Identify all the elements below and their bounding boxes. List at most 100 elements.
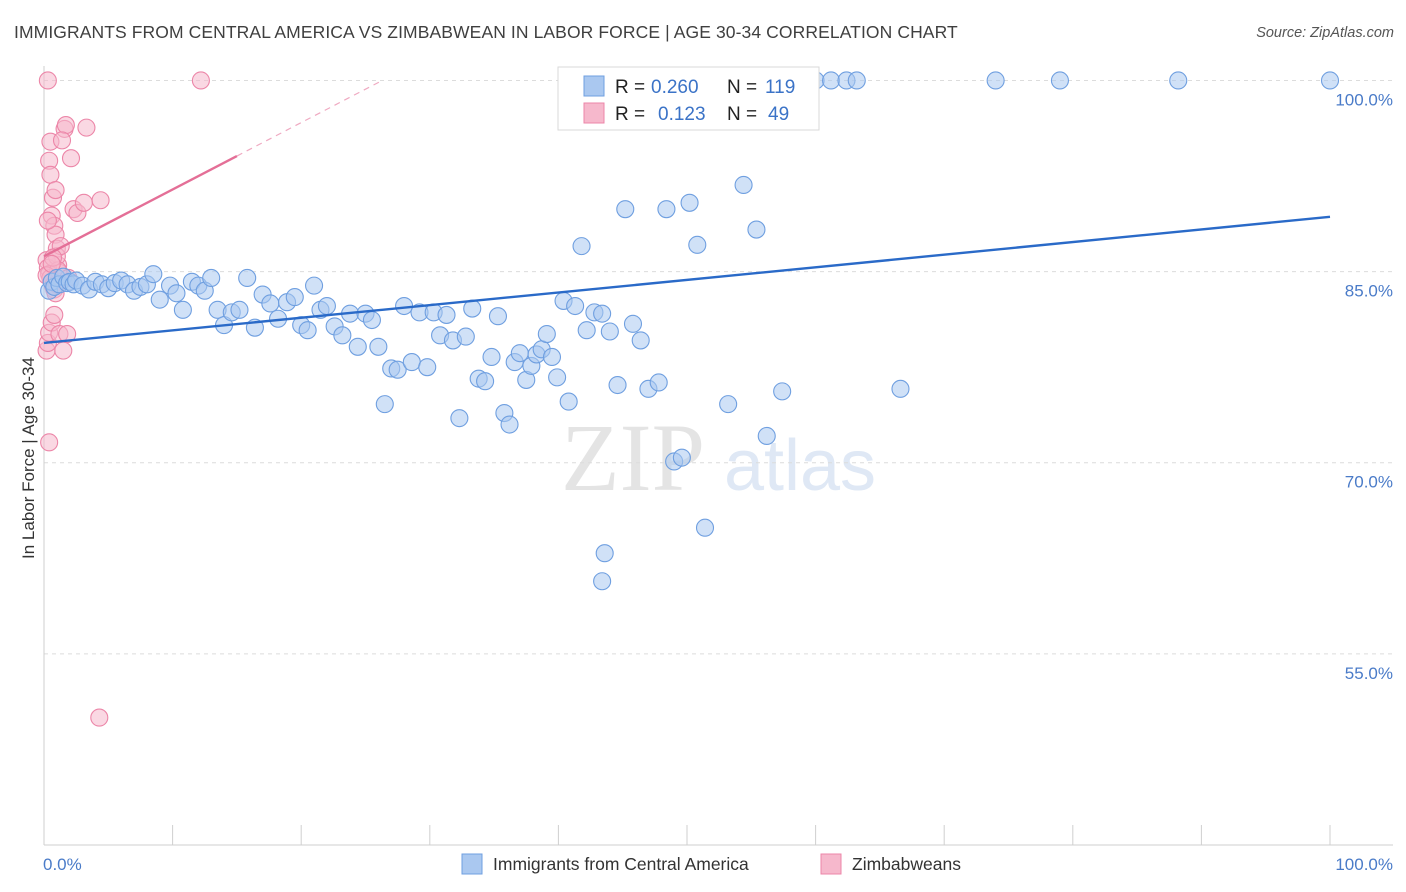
data-point xyxy=(476,372,495,391)
data-point xyxy=(173,300,192,319)
data-point xyxy=(537,324,556,344)
data-point xyxy=(631,331,650,350)
data-point xyxy=(500,415,519,434)
data-point xyxy=(167,284,186,303)
data-point xyxy=(657,200,676,219)
data-point xyxy=(1320,71,1340,90)
data-point xyxy=(91,191,110,210)
data-point xyxy=(719,395,738,414)
data-point xyxy=(333,326,352,345)
data-point xyxy=(680,193,699,212)
y-axis-label: In Labor Force | Age 30-34 xyxy=(19,357,38,559)
data-point xyxy=(41,165,60,184)
data-point xyxy=(672,448,691,467)
y-tick-label: 55.0% xyxy=(1345,664,1393,683)
legend-swatch-central-america xyxy=(461,853,483,875)
stats-r-label-blue: R = xyxy=(615,77,645,98)
data-point xyxy=(362,310,381,330)
data-point xyxy=(595,544,614,563)
data-point xyxy=(90,708,109,727)
data-point xyxy=(566,296,585,316)
stats-legend: R = 0.260 N = 119 R = 0.123 N = 49 xyxy=(557,66,820,131)
data-point xyxy=(317,296,336,316)
data-point xyxy=(375,395,394,414)
data-point xyxy=(773,382,792,401)
series-central-america xyxy=(40,71,1340,591)
stats-legend-swatch-pink xyxy=(583,102,605,124)
legend-swatch-zimbabweans xyxy=(820,853,842,875)
data-point xyxy=(542,347,562,367)
data-point xyxy=(54,341,73,360)
data-point xyxy=(688,235,707,254)
data-point xyxy=(402,353,421,372)
legend-label-zimbabweans: Zimbabweans xyxy=(852,854,961,874)
data-point xyxy=(150,290,169,309)
data-point xyxy=(77,118,96,137)
axes xyxy=(43,66,1393,846)
data-point xyxy=(488,307,508,326)
x-tick-label-max: 100.0% xyxy=(1335,855,1393,874)
data-point xyxy=(298,321,317,340)
data-point xyxy=(52,131,72,150)
data-point xyxy=(418,358,437,377)
stats-n-value-blue: 119 xyxy=(765,77,795,98)
data-point xyxy=(649,373,668,392)
data-point xyxy=(608,375,627,395)
data-point xyxy=(616,200,635,219)
watermark-atlas: atlas xyxy=(724,426,876,506)
trend-lines xyxy=(43,79,1331,345)
data-point xyxy=(261,294,280,313)
data-point xyxy=(891,379,910,398)
data-point xyxy=(202,268,221,288)
trend-line-blue xyxy=(43,215,1331,345)
y-tick-labels: 55.0% 70.0% 85.0% 100.0% xyxy=(1335,90,1393,682)
stats-n-label-blue: N = xyxy=(727,77,757,98)
data-point xyxy=(572,237,591,256)
data-point xyxy=(600,322,619,341)
series-legend: Immigrants from Central America Zimbabwe… xyxy=(461,853,961,875)
chart-title: IMMIGRANTS FROM CENTRAL AMERICA VS ZIMBA… xyxy=(14,22,958,42)
data-point xyxy=(61,149,81,168)
data-point xyxy=(388,360,407,379)
data-point xyxy=(437,305,456,324)
data-point xyxy=(58,324,77,344)
data-point xyxy=(46,181,65,200)
data-point xyxy=(369,337,388,356)
data-point xyxy=(238,268,257,288)
data-point xyxy=(559,392,578,411)
data-point xyxy=(847,71,866,90)
data-point xyxy=(821,71,841,90)
data-point xyxy=(482,347,501,367)
data-point xyxy=(45,305,64,324)
y-tick-label: 85.0% xyxy=(1345,282,1393,301)
data-point xyxy=(734,175,753,195)
data-point xyxy=(456,327,475,346)
data-point xyxy=(593,304,612,323)
data-point xyxy=(450,409,469,428)
gridlines xyxy=(44,79,1393,655)
data-point xyxy=(305,276,324,295)
data-point xyxy=(1050,71,1069,90)
data-point xyxy=(548,368,567,387)
data-point xyxy=(230,300,249,319)
stats-r-label-pink: R = xyxy=(615,104,645,125)
data-point xyxy=(1169,71,1188,90)
data-point xyxy=(40,433,59,452)
data-point xyxy=(285,288,304,307)
data-point xyxy=(986,71,1005,90)
y-tick-label: 100.0% xyxy=(1335,90,1393,109)
stats-r-value-blue: 0.260 xyxy=(651,77,699,98)
data-point xyxy=(757,426,776,446)
data-point xyxy=(695,518,715,537)
legend-label-central-america: Immigrants from Central America xyxy=(493,854,749,874)
data-point xyxy=(38,71,57,90)
stats-n-label-pink: N = xyxy=(727,104,757,125)
series-zimbabweans xyxy=(37,71,210,727)
y-tick-label: 70.0% xyxy=(1345,473,1393,492)
data-point xyxy=(348,337,367,356)
data-point xyxy=(593,572,612,591)
trend-line-pink xyxy=(43,154,238,258)
stats-legend-swatch-blue xyxy=(583,75,605,97)
data-point xyxy=(191,71,210,90)
